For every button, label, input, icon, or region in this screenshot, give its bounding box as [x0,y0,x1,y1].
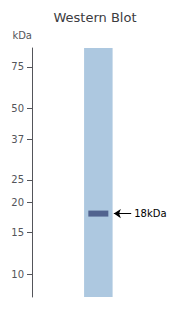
svg-text:15: 15 [11,227,24,238]
svg-text:50: 50 [11,103,24,114]
svg-text:Western Blot: Western Blot [53,10,136,25]
svg-text:20: 20 [11,197,24,208]
svg-text:25: 25 [11,174,24,185]
svg-text:37: 37 [11,134,24,145]
svg-text:18kDa: 18kDa [134,208,166,219]
svg-text:kDa: kDa [12,30,32,41]
svg-text:75: 75 [11,61,24,72]
svg-text:10: 10 [11,269,24,280]
